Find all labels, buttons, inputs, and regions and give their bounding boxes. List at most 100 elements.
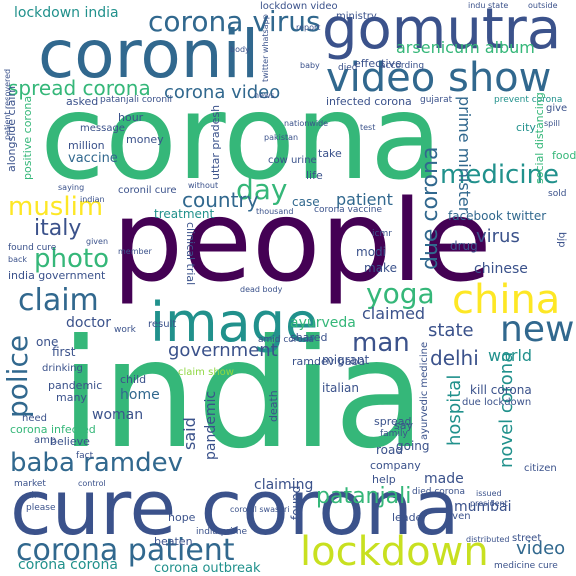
word-world: world (488, 346, 533, 365)
word-member: member (118, 247, 152, 256)
word-corona-patient: corona patient (16, 533, 235, 568)
word-market: market (14, 479, 46, 489)
word-hope: hope (168, 511, 196, 524)
word-baba-ramdev: baba ramdev (10, 448, 183, 478)
word-police: police (1, 334, 34, 418)
word-country: country (182, 188, 259, 212)
word-fact: fact (76, 451, 94, 461)
word-baby: baby (300, 61, 320, 70)
word-corona: corona (40, 68, 443, 206)
word-one: one (36, 335, 59, 349)
word-state: state (428, 320, 474, 341)
word-outside: outside (528, 1, 558, 10)
word-even: even (446, 511, 471, 522)
word-distributed: distributed (466, 535, 510, 544)
word-italy: italy (34, 216, 82, 241)
word-india-prime: india prime (196, 527, 248, 537)
word-positive-corona: positive corona (21, 95, 34, 180)
word-cow-urine: cow urine (268, 155, 317, 166)
word-gomutra: gomutra (322, 0, 562, 62)
word-food: food (552, 149, 576, 162)
word-claim: claim (18, 283, 99, 318)
word-china: china (452, 277, 561, 323)
word-novel-corona: novel corona (496, 351, 517, 468)
word-people: people (112, 177, 492, 307)
word-city: city (516, 121, 536, 134)
word-amp: amp (34, 435, 57, 446)
word-life: life (306, 169, 323, 182)
word-hour: hour (118, 111, 144, 124)
word-video-show: video show (326, 55, 552, 101)
word-government: government (168, 340, 278, 361)
word-kill-corona: kill corona (470, 383, 532, 397)
word-money: money (126, 133, 164, 146)
word-modi: modi (356, 245, 386, 259)
word-pandemic-small: pandemic (48, 379, 103, 392)
word-chinese: chinese (474, 261, 528, 277)
word-need: need (22, 413, 47, 424)
word-result: result (148, 319, 177, 330)
word-infected-corona: infected corona (326, 95, 412, 108)
word-beaten: beaten (154, 535, 193, 548)
word-given: given (86, 237, 109, 246)
word-family: family (380, 429, 408, 439)
word-prevent-corona: prevent corona (494, 95, 563, 105)
word-delhi: delhi (430, 346, 479, 370)
word-corona-virus: corona virus (148, 5, 321, 38)
word-made: made (424, 471, 464, 487)
word-india: india (60, 308, 426, 482)
word-facebook-twitter: facebook twitter (448, 209, 547, 223)
word-without: without (188, 181, 219, 190)
word-claim-show: claim show (178, 367, 234, 378)
word-corona-vaccine: corona vaccine (314, 205, 383, 215)
word-coronil: coronil (38, 16, 260, 93)
word-home: home (120, 387, 160, 403)
word-hospital: hospital (444, 374, 465, 446)
word-died: died (338, 63, 358, 73)
word-claiming: claiming (254, 477, 314, 493)
word-make: make (364, 261, 397, 275)
word-lockdown-video: lockdown video (260, 1, 338, 12)
word-dead-body: dead body (240, 285, 283, 294)
word-company: company (370, 459, 421, 472)
word-ayurvedic-medicine: ayurvedic medicine (419, 341, 430, 440)
word-drinking: drinking (42, 363, 83, 374)
word-video: video (516, 538, 566, 559)
word-believe: believe (50, 435, 90, 448)
word-indu-state: indu state (468, 1, 509, 10)
word-many: many (56, 391, 87, 404)
word-due-corona: due corona (418, 146, 443, 270)
word-twitter-whatsapp: twitter whatsapp (261, 14, 270, 82)
word-virus: virus (476, 226, 520, 247)
word-citizen: citizen (524, 463, 557, 474)
word-cure-corona: cure corona (10, 463, 460, 552)
word-thousand: thousand (256, 207, 294, 216)
word-lockdown: lockdown (300, 529, 489, 575)
word-new: new (500, 309, 575, 350)
word-india-government: india government (8, 269, 106, 282)
word-issued: issued (476, 489, 502, 498)
word-italian: italian (322, 381, 360, 395)
word-patanjali-coronil: patanjali coronil (100, 95, 173, 105)
word-test: test (360, 123, 376, 132)
word-doctor: doctor (66, 315, 111, 331)
word-pandemic: pandemic (203, 390, 219, 460)
word-street: street (512, 533, 542, 544)
word-first: first (52, 345, 76, 359)
word-road: road (376, 443, 403, 457)
word-body: body (230, 45, 250, 54)
word-million: million (68, 139, 105, 152)
word-ramdev-baba: ramdev baba (292, 355, 366, 368)
word-treatment: treatment (154, 207, 215, 221)
word-clinical-trial: clinical trial (184, 222, 197, 286)
word-help: help (372, 473, 396, 486)
word-patanjali: patanjali (316, 484, 412, 509)
word-coronil-swasari: coronil swasari (230, 505, 290, 514)
word-yoga: yoga (366, 277, 435, 310)
word-woman: woman (92, 407, 144, 423)
word-going: going (396, 439, 430, 453)
word-corona-video: corona video (164, 82, 281, 103)
word-ministry: ministry (336, 11, 377, 22)
word-medicine: medicine (440, 160, 560, 190)
word-report: report (296, 23, 321, 32)
